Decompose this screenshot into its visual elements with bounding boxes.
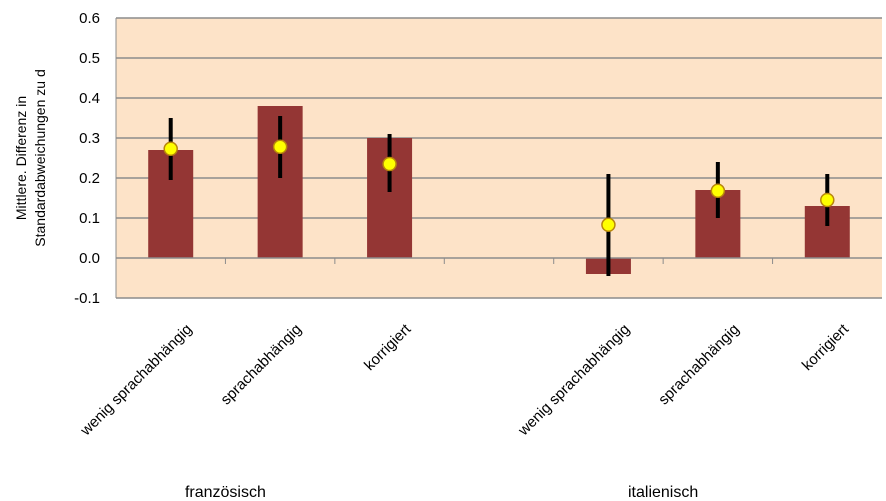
category-label: sprachabhängig: [655, 321, 743, 409]
point-marker: [272, 139, 288, 155]
y-axis-label-line-1: Mittlere. Differenz in: [13, 96, 29, 220]
y-tick-label: 0.6: [79, 10, 100, 27]
category-label: sprachabhängig: [217, 321, 305, 409]
category-labels: wenig sprachabhängig sprachabhängig korrig…: [77, 320, 853, 439]
y-tick-label: 0.3: [79, 130, 100, 147]
y-tick-label: -0.1: [74, 290, 100, 307]
markers: [163, 139, 835, 233]
category-label: korrigiert: [361, 320, 415, 374]
category-label: korrigiert: [799, 320, 853, 374]
zero-axis: [116, 257, 882, 264]
y-tick-label: 0.5: [79, 50, 100, 67]
y-tick-label: 0.4: [79, 90, 100, 107]
point-marker: [163, 141, 178, 157]
category-label: wenig sprachabhängig: [514, 321, 633, 440]
point-marker: [601, 217, 616, 233]
group-label: französisch: [185, 484, 266, 501]
point-marker: [382, 156, 397, 172]
y-tick-label: 0.0: [79, 250, 100, 267]
group-labels: französisch italienisch: [185, 484, 698, 501]
y-axis-label-line-2: Standardabweichungen zu d: [32, 69, 48, 246]
y-tick-label: 0.2: [79, 170, 100, 187]
plot-area: [116, 18, 882, 298]
point-marker: [710, 183, 726, 199]
y-tick-labels: -0.1 0.0 0.1 0.2 0.3 0.4 0.5 0.6: [74, 10, 100, 307]
gridlines: [115, 17, 882, 299]
category-label: wenig sprachabhängig: [77, 321, 196, 440]
point-marker: [820, 192, 835, 208]
group-label: italienisch: [628, 484, 698, 501]
y-tick-label: 0.1: [79, 210, 100, 227]
